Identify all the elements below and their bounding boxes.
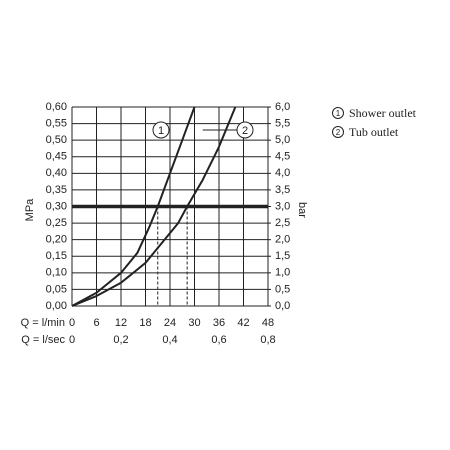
y2-tick-label: 3,0 <box>275 200 290 212</box>
y-tick-label: 0,45 <box>46 151 67 163</box>
x-tick-label: 48 <box>262 317 274 329</box>
x2-tick-label: 0,8 <box>260 334 275 346</box>
x2-tick-label: 0,6 <box>211 334 226 346</box>
legend-symbol-label: 2 <box>336 128 341 137</box>
y2-tick-label: 1,0 <box>275 267 290 279</box>
y2-tick-label: 2,0 <box>275 234 290 246</box>
y2-tick-label: 5,5 <box>275 117 290 129</box>
x-tick-label: 36 <box>213 317 225 329</box>
curve-label: 1 <box>158 125 164 137</box>
y-tick-label: 0,10 <box>46 267 67 279</box>
x2-axis-label: Q = l/sec <box>21 334 65 346</box>
legend-symbol <box>332 126 344 138</box>
y2-tick-label: 3,5 <box>275 184 290 196</box>
curve-label-circle <box>236 121 254 139</box>
x-axis-label: Q = l/min <box>21 317 65 329</box>
y2-tick-label: 4,5 <box>275 151 290 163</box>
x-tick-label: 0 <box>69 317 75 329</box>
y-tick-label: 0,35 <box>46 184 67 196</box>
y2-tick-label: 0,0 <box>275 300 290 312</box>
y2-tick-label: 5,0 <box>275 134 290 146</box>
y-tick-label: 0,05 <box>46 283 67 295</box>
legend-entry: Shower outlet <box>349 106 417 120</box>
curve-label-circle <box>152 121 170 139</box>
x-tick-label: 6 <box>93 317 99 329</box>
y-tick-label: 0,00 <box>46 300 67 312</box>
x2-tick-label: 0,2 <box>113 334 128 346</box>
x2-tick-label: 0 <box>69 334 75 346</box>
y-tick-label: 0,40 <box>46 167 67 179</box>
y-axis-label: MPa <box>24 198 36 222</box>
y-tick-label: 0,55 <box>46 117 67 129</box>
legend-symbol-label: 1 <box>336 109 341 118</box>
y2-tick-label: 0,5 <box>275 283 290 295</box>
y-tick-label: 0,60 <box>46 101 67 113</box>
curve <box>71 106 196 307</box>
curve-label: 2 <box>242 125 248 137</box>
x2-tick-label: 0,4 <box>162 334 177 346</box>
legend-symbol <box>332 107 344 119</box>
y-tick-label: 0,50 <box>46 134 67 146</box>
x-tick-label: 42 <box>237 317 249 329</box>
y-tick-label: 0,25 <box>46 217 67 229</box>
y2-axis-label: bar <box>296 202 308 218</box>
y2-tick-label: 1,5 <box>275 250 290 262</box>
y-tick-label: 0,30 <box>46 200 67 212</box>
y2-tick-label: 4,0 <box>275 167 290 179</box>
x-tick-label: 24 <box>164 317 176 329</box>
x-tick-label: 12 <box>115 317 127 329</box>
legend-entry: Tub outlet <box>349 125 399 139</box>
x-tick-label: 18 <box>139 317 151 329</box>
y-tick-label: 0,20 <box>46 234 67 246</box>
y2-tick-label: 2,5 <box>275 217 290 229</box>
x-tick-label: 30 <box>188 317 200 329</box>
y2-tick-label: 6,0 <box>275 101 290 113</box>
y-tick-label: 0,15 <box>46 250 67 262</box>
curve <box>71 106 237 307</box>
